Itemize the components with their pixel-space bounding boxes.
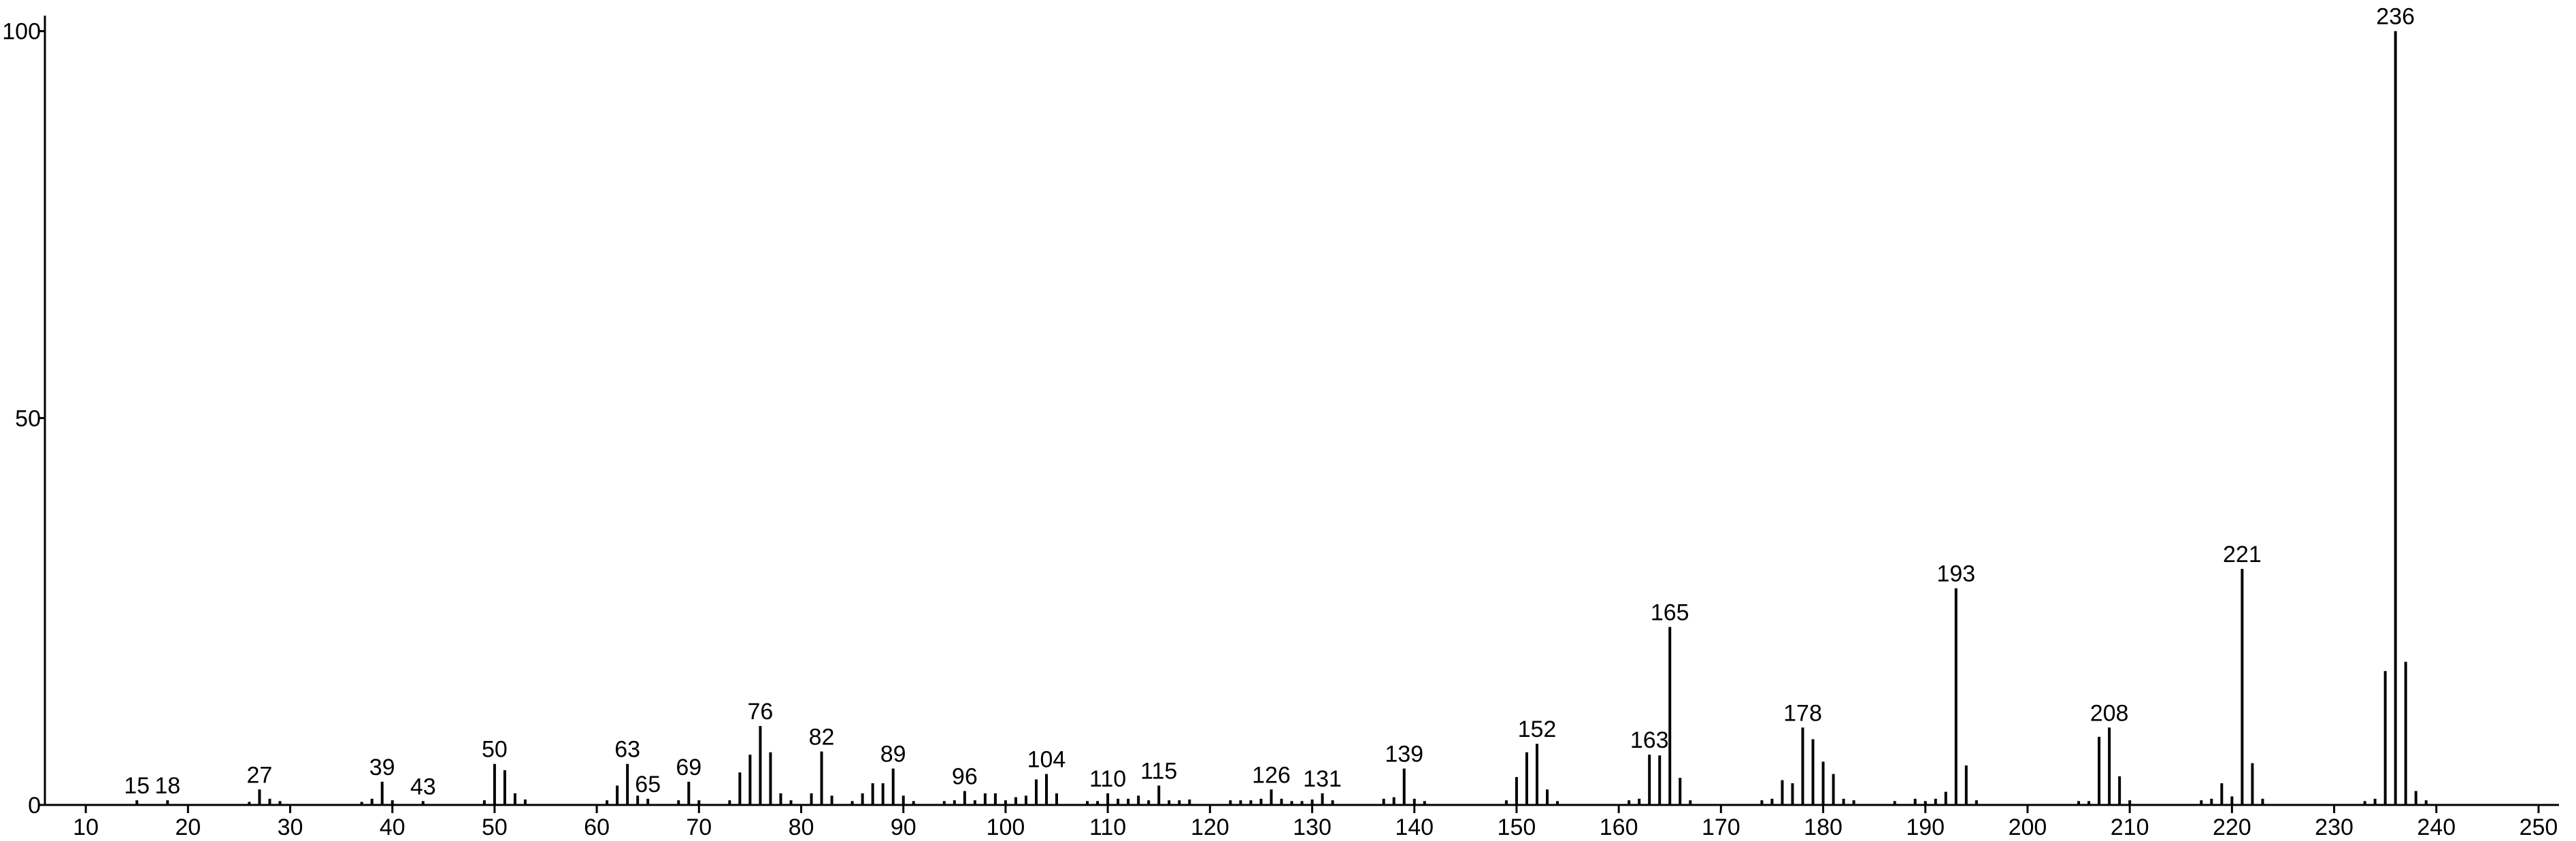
y-tick-label: 50 [15,406,41,431]
peak-label: 178 [1783,700,1822,726]
peak-label: 96 [952,764,978,790]
peak-label: 104 [1027,747,1066,773]
x-tick-label: 90 [891,814,917,840]
peak-label: 50 [482,737,508,763]
x-tick-label: 230 [2315,814,2354,840]
x-tick-label: 80 [789,814,814,840]
x-tick-label: 100 [987,814,1025,840]
x-tick-label: 110 [1089,814,1126,840]
x-tick-label: 120 [1191,814,1229,840]
peak-label: 131 [1303,766,1342,792]
peak-label: 221 [2223,542,2262,567]
peak-label: 139 [1385,742,1423,768]
y-tick-label: 0 [28,793,41,819]
peak-label: 163 [1630,727,1669,753]
x-tick-label: 60 [584,814,610,840]
x-tick-label: 10 [73,814,99,840]
x-tick-label: 150 [1498,814,1536,840]
peak-label: 126 [1252,762,1291,788]
x-tick-label: 190 [1906,814,1945,840]
x-tick-label: 250 [2520,814,2558,840]
peak-label: 76 [748,699,774,725]
x-tick-label: 20 [175,814,201,840]
peak-label: 208 [2090,700,2129,726]
peak-label: 115 [1140,759,1177,785]
peak-label: 236 [2376,4,2415,30]
x-tick-label: 180 [1804,814,1843,840]
x-tick-label: 210 [2111,814,2149,840]
peak-label: 63 [614,737,640,763]
y-tick-label: 100 [2,19,41,45]
peak-label: 39 [369,755,395,780]
peak-label: 27 [247,762,273,788]
x-tick-label: 140 [1395,814,1434,840]
peak-label: 65 [635,772,661,797]
x-tick-label: 40 [380,814,406,840]
x-tick-label: 220 [2213,814,2251,840]
peak-label: 89 [880,742,906,768]
peak-label: 110 [1089,766,1126,792]
peak-label: 165 [1651,599,1689,625]
x-tick-label: 170 [1702,814,1740,840]
peak-label: 193 [1936,561,1975,587]
x-tick-label: 30 [278,814,303,840]
x-tick-label: 50 [482,814,508,840]
x-tick-label: 70 [686,814,712,840]
peak-label: 18 [154,773,180,799]
peak-label: 82 [809,725,835,751]
peak-label: 69 [676,755,701,780]
x-tick-label: 200 [2009,814,2047,840]
x-tick-label: 130 [1293,814,1332,840]
peak-label: 152 [1518,716,1557,742]
x-tick-label: 240 [2417,814,2456,840]
peak-label: 15 [124,773,150,799]
peak-label: 43 [410,774,436,799]
x-tick-label: 160 [1600,814,1638,840]
